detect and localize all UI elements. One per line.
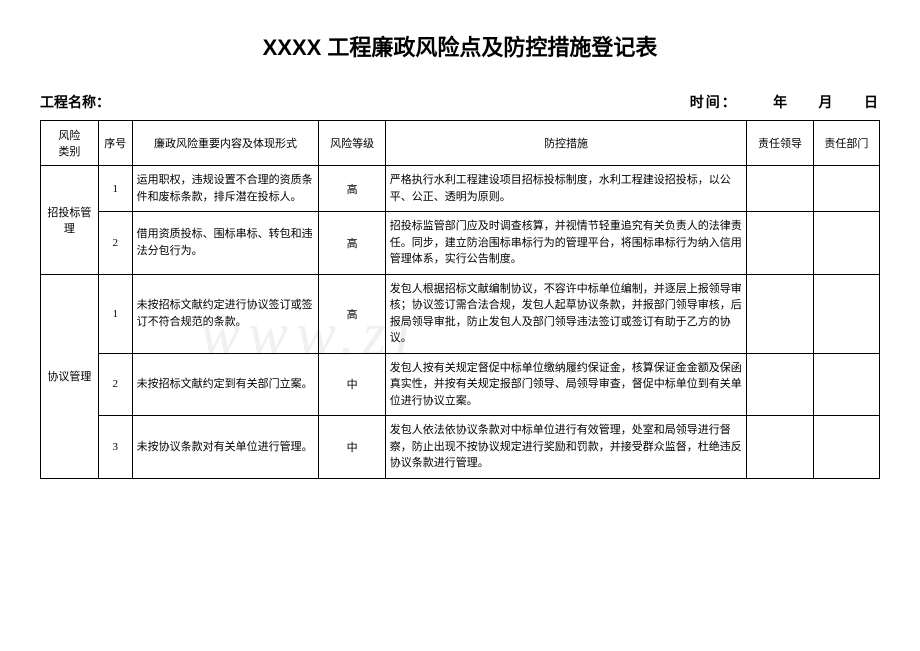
cell-level: 中 <box>319 416 385 479</box>
cell-category: 协议管理 <box>41 274 99 478</box>
cell-seq: 1 <box>98 274 132 353</box>
col-header-measures: 防控措施 <box>385 121 747 166</box>
cell-leader <box>747 353 813 416</box>
project-label: 工程名称： <box>40 92 110 112</box>
cell-leader <box>747 274 813 353</box>
table-row: 协议管理 1 未按招标文献约定进行协议签订或签订不符合规范的条款。 高 发包人根… <box>41 274 880 353</box>
col-header-level: 风险等级 <box>319 121 385 166</box>
cell-seq: 3 <box>98 416 132 479</box>
cell-leader <box>747 212 813 275</box>
cell-category: 招投标管理 <box>41 166 99 275</box>
cell-level: 中 <box>319 353 385 416</box>
header-row: 工程名称： 时间： 年 月 日 <box>40 92 880 112</box>
cell-measures: 发包人根据招标文献编制协议，不容许中标单位编制，并逐层上报领导审核；协议签订需合… <box>385 274 747 353</box>
col-header-dept: 责任部门 <box>813 121 879 166</box>
cell-content: 借用资质投标、围标串标、转包和违法分包行为。 <box>132 212 319 275</box>
cell-seq: 1 <box>98 166 132 212</box>
page-title: XXXX 工程廉政风险点及防控措施登记表 <box>40 30 880 62</box>
table-row: 3 未按协议条款对有关单位进行管理。 中 发包人依法依协议条款对中标单位进行有效… <box>41 416 880 479</box>
cell-dept <box>813 274 879 353</box>
col-header-seq: 序号 <box>98 121 132 166</box>
cell-dept <box>813 416 879 479</box>
table-row: 招投标管理 1 运用职权，违规设置不合理的资质条件和废标条款，排斥潜在投标人。 … <box>41 166 880 212</box>
cell-leader <box>747 166 813 212</box>
col-header-content: 廉政风险重要内容及体现形式 <box>132 121 319 166</box>
cell-measures: 严格执行水利工程建设项目招标投标制度，水利工程建设招投标，以公平、公正、透明为原… <box>385 166 747 212</box>
cell-dept <box>813 353 879 416</box>
table-row: 2 未按招标文献约定到有关部门立案。 中 发包人按有关规定督促中标单位缴纳履约保… <box>41 353 880 416</box>
day-label: 日 <box>864 94 880 110</box>
cell-dept <box>813 212 879 275</box>
cell-content: 未按招标文献约定到有关部门立案。 <box>132 353 319 416</box>
date-section: 时间： 年 月 日 <box>690 92 880 112</box>
table-row: 2 借用资质投标、围标串标、转包和违法分包行为。 高 招投标监管部门应及时调查核… <box>41 212 880 275</box>
risk-table: 风险 类别 序号 廉政风险重要内容及体现形式 风险等级 防控措施 责任领导 责任… <box>40 120 880 479</box>
cell-leader <box>747 416 813 479</box>
cell-content: 未按协议条款对有关单位进行管理。 <box>132 416 319 479</box>
year-label: 年 <box>773 94 789 110</box>
date-label: 时间： <box>690 94 738 110</box>
cell-level: 高 <box>319 166 385 212</box>
col-header-leader: 责任领导 <box>747 121 813 166</box>
cell-level: 高 <box>319 212 385 275</box>
month-label: 月 <box>819 94 835 110</box>
cell-seq: 2 <box>98 212 132 275</box>
cell-content: 运用职权，违规设置不合理的资质条件和废标条款，排斥潜在投标人。 <box>132 166 319 212</box>
col-header-category: 风险 类别 <box>41 121 99 166</box>
cell-seq: 2 <box>98 353 132 416</box>
cell-level: 高 <box>319 274 385 353</box>
cell-measures: 发包人按有关规定督促中标单位缴纳履约保证金，核算保证金金额及保函真实性，并按有关… <box>385 353 747 416</box>
cell-dept <box>813 166 879 212</box>
table-header-row: 风险 类别 序号 廉政风险重要内容及体现形式 风险等级 防控措施 责任领导 责任… <box>41 121 880 166</box>
cell-content: 未按招标文献约定进行协议签订或签订不符合规范的条款。 <box>132 274 319 353</box>
cell-measures: 招投标监管部门应及时调查核算，并视情节轻重追究有关负责人的法律责任。同步，建立防… <box>385 212 747 275</box>
cell-measures: 发包人依法依协议条款对中标单位进行有效管理，处室和局领导进行督察，防止出现不按协… <box>385 416 747 479</box>
